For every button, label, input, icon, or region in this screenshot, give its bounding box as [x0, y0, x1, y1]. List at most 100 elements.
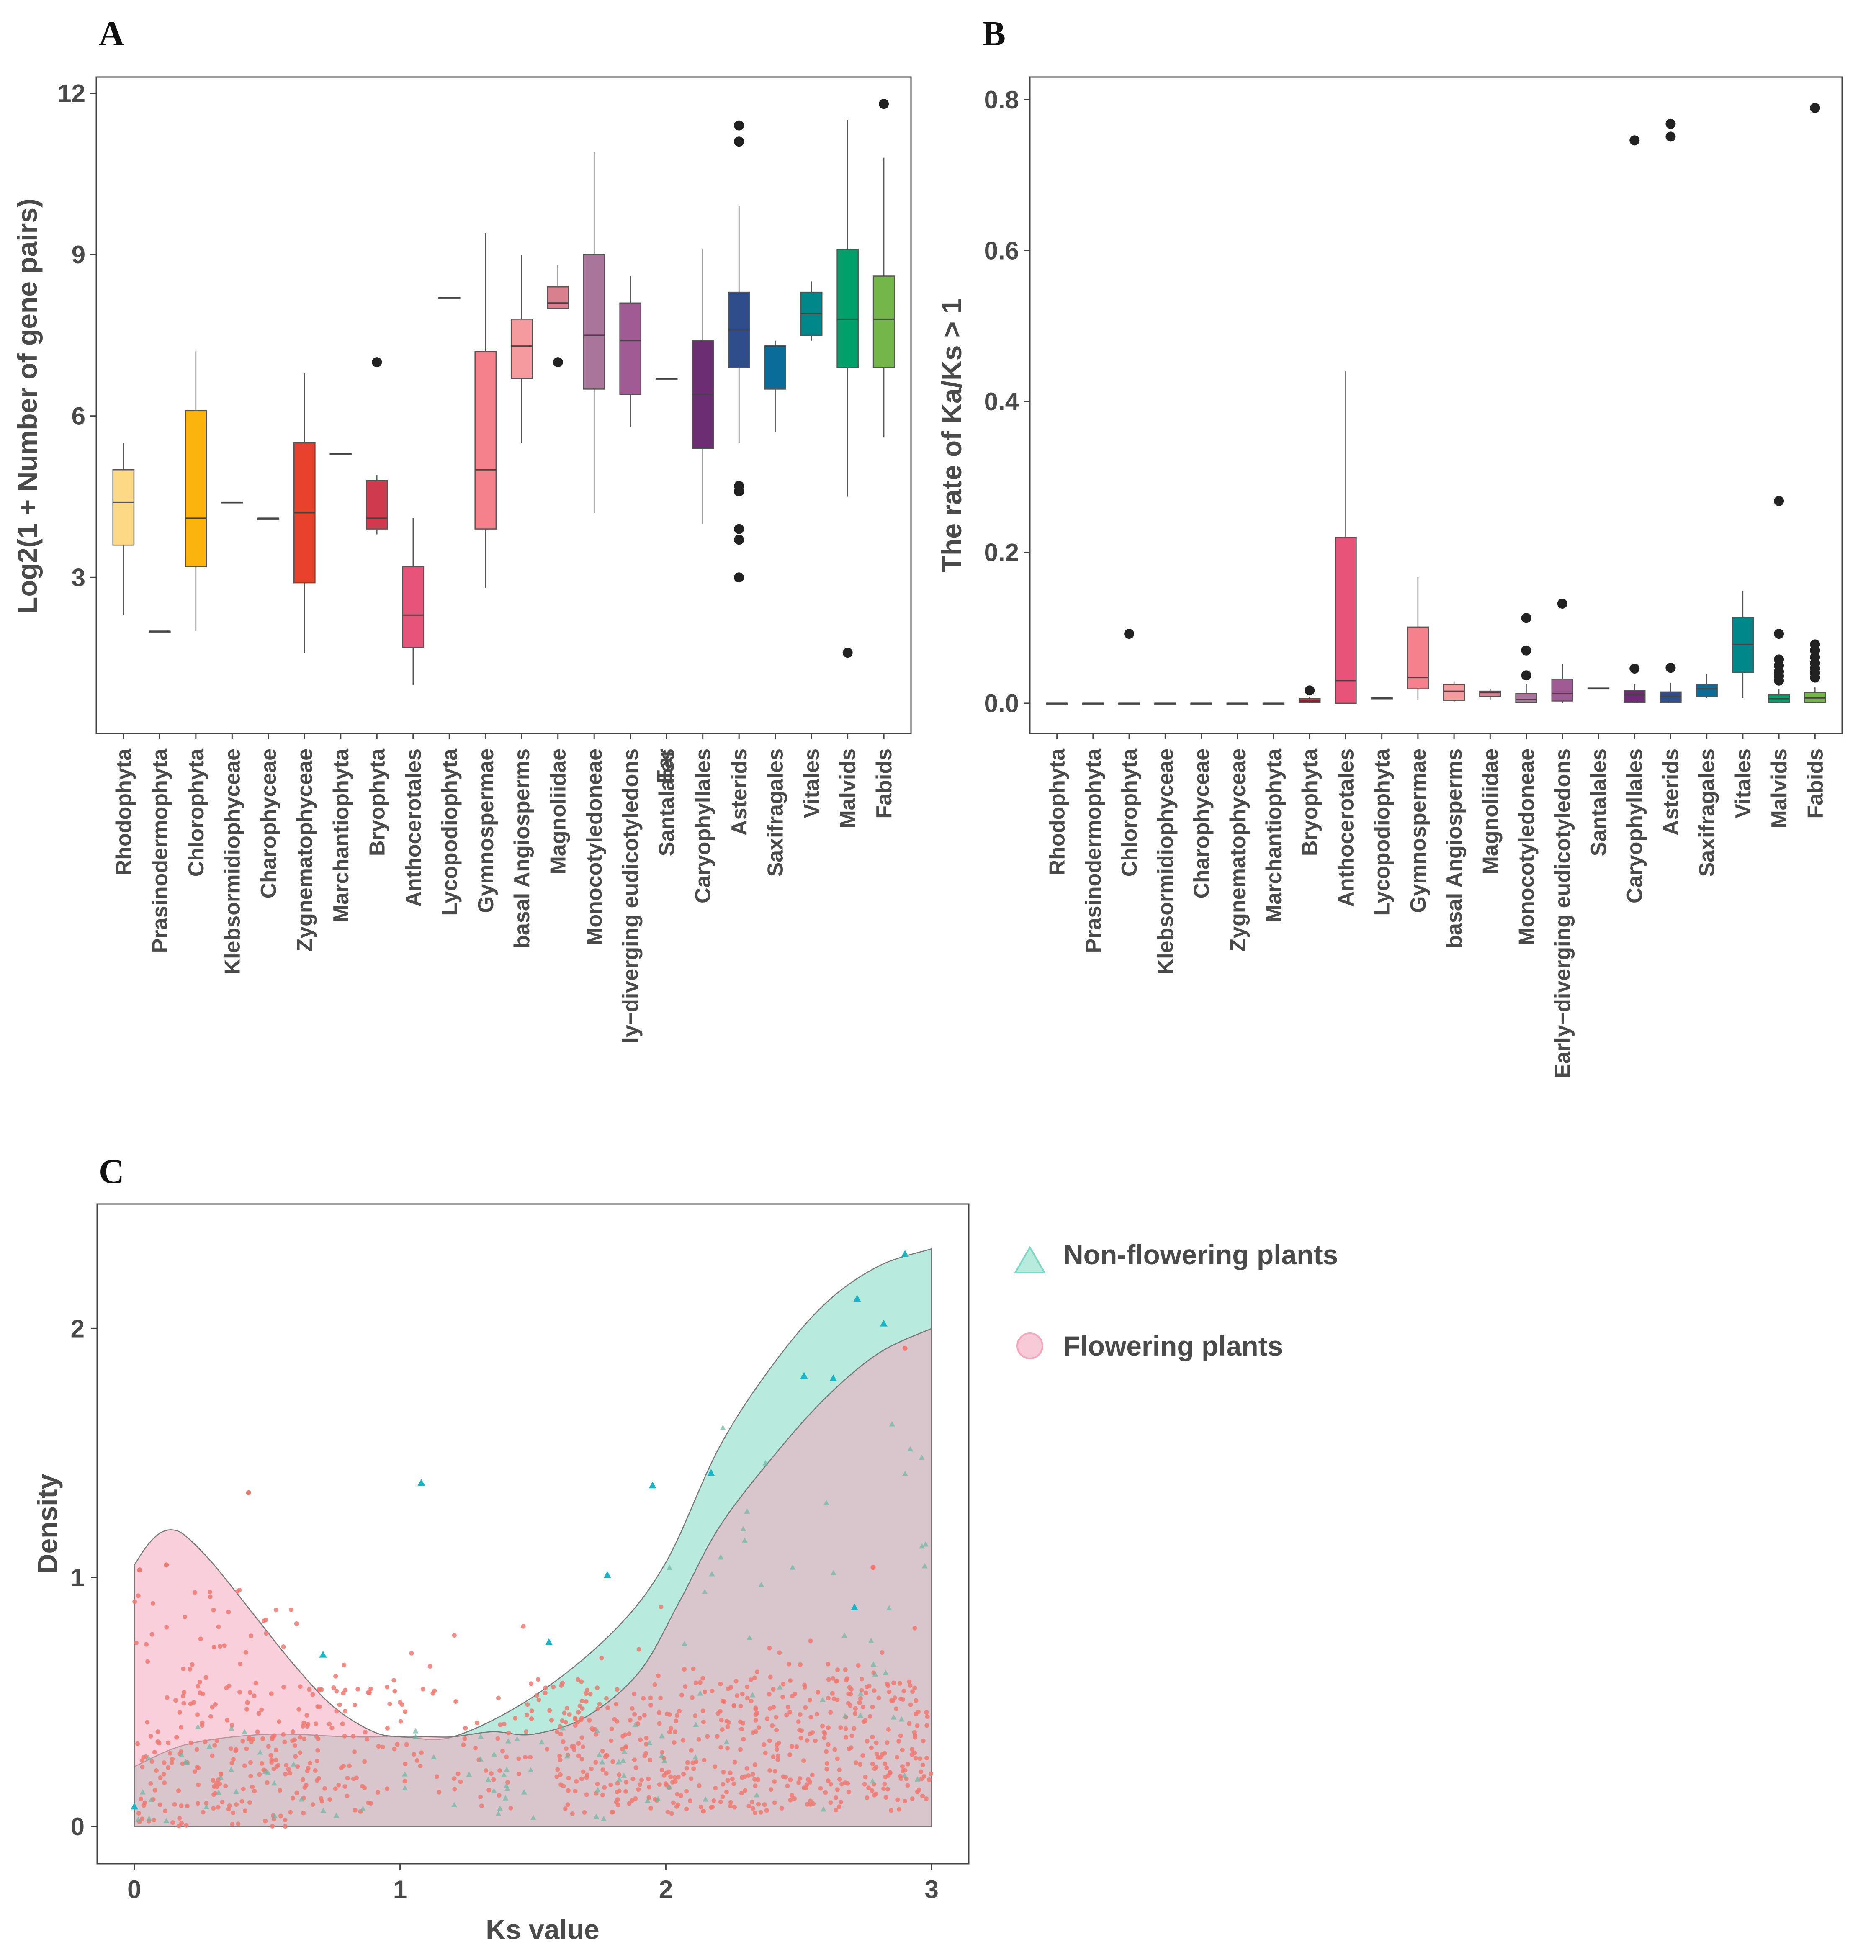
- flowering-point: [403, 1709, 408, 1714]
- flowering-point: [549, 1718, 554, 1723]
- panel-c-legend: Non-flowering plants Flowering plants: [1014, 1239, 1338, 1361]
- y-tick-label: 6: [72, 402, 85, 430]
- flowering-point: [576, 1741, 581, 1746]
- flowering-point: [780, 1695, 785, 1700]
- flowering-point: [195, 1712, 200, 1717]
- flowering-point: [561, 1739, 566, 1744]
- flowering-point: [179, 1803, 184, 1808]
- flowering-point: [732, 1759, 737, 1765]
- category-label: Marchantiophyta: [329, 748, 353, 923]
- flowering-point: [684, 1789, 689, 1794]
- non-flowering-point: [820, 1806, 826, 1812]
- flowering-point: [824, 1761, 829, 1766]
- flowering-point: [564, 1706, 569, 1711]
- flowering-point: [418, 1764, 423, 1769]
- flowering-point: [701, 1809, 706, 1814]
- y-tick-label: 0.0: [984, 689, 1019, 718]
- flowering-point: [775, 1753, 780, 1758]
- non-flowering-point: [271, 1813, 278, 1818]
- x-tick-label: 1: [393, 1875, 407, 1903]
- flowering-point: [891, 1680, 896, 1685]
- non-flowering-point: [898, 1716, 905, 1722]
- flowering-point: [353, 1808, 358, 1813]
- x-tick-label: 0: [127, 1875, 141, 1903]
- flowering-point: [197, 1680, 202, 1685]
- y-tick-label: 0: [71, 1813, 85, 1841]
- flowering-point: [908, 1702, 913, 1707]
- flowering-point: [569, 1744, 574, 1749]
- non-flowering-point: [681, 1641, 687, 1646]
- flowering-point: [463, 1726, 468, 1731]
- flowering-point: [744, 1766, 749, 1771]
- flowering-point: [808, 1715, 813, 1720]
- non-flowering-point: [497, 1805, 503, 1811]
- flowering-point: [763, 1751, 768, 1756]
- flowering-point: [366, 1800, 371, 1805]
- flowering-point: [660, 1750, 665, 1755]
- flowering-point: [703, 1690, 708, 1695]
- flowering-point: [733, 1679, 739, 1684]
- flowering-point: [609, 1738, 614, 1743]
- flowering-point: [865, 1795, 870, 1800]
- flowering-point: [755, 1669, 760, 1674]
- flowering-point: [362, 1759, 367, 1764]
- non-flowering-point: [741, 1537, 748, 1543]
- flowering-point: [567, 1712, 572, 1717]
- panel-b-boxplot: 0.0 0.2 0.4 0.6 0.8 Rhodophyta Prasinodermophy…: [936, 76, 1843, 1078]
- box-8: [402, 566, 425, 648]
- non-flowering-point: [621, 1772, 627, 1778]
- flowering-point: [798, 1776, 803, 1781]
- flowering-point: [796, 1719, 801, 1724]
- flowering-point: [818, 1786, 823, 1791]
- flowering-point: [774, 1715, 779, 1720]
- flowering-point: [752, 1675, 757, 1680]
- flowering-point: [398, 1719, 403, 1724]
- flowering-point: [134, 1640, 139, 1645]
- flowering-point: [473, 1746, 478, 1751]
- outlier-point: [1774, 496, 1784, 506]
- flowering-point: [632, 1757, 637, 1762]
- flowering-point: [691, 1666, 696, 1671]
- flowering-point: [521, 1624, 526, 1629]
- flowering-point: [740, 1692, 745, 1697]
- flowering-point: [594, 1791, 599, 1796]
- flowering-point: [610, 1759, 615, 1764]
- non-flowering-point: [218, 1774, 224, 1780]
- flowering-point: [211, 1792, 216, 1797]
- flowering-point: [400, 1702, 405, 1707]
- flowering-point: [721, 1782, 726, 1787]
- flowering-point: [774, 1728, 779, 1733]
- flowering-point: [630, 1706, 635, 1711]
- flowering-point: [196, 1782, 201, 1787]
- y-tick-label: 9: [72, 241, 85, 269]
- flowering-point: [758, 1810, 763, 1815]
- flowering-point: [238, 1661, 243, 1666]
- flowering-point: [750, 1730, 755, 1735]
- flowering-point: [753, 1707, 758, 1712]
- non-flowering-point: [921, 1563, 928, 1569]
- flowering-point: [844, 1678, 849, 1683]
- flowering-point: [263, 1819, 268, 1824]
- flowering-point: [900, 1747, 905, 1752]
- flowering-point: [149, 1759, 154, 1764]
- box-10: [1407, 626, 1429, 689]
- flowering-point: [770, 1723, 775, 1728]
- flowering-point: [648, 1757, 653, 1762]
- flowering-point: [257, 1772, 262, 1777]
- flowering-point: [787, 1752, 793, 1757]
- flowering-point: [912, 1626, 917, 1631]
- flowering-point: [327, 1721, 332, 1726]
- box-10: [474, 351, 497, 530]
- non-flowering-point: [616, 1776, 623, 1782]
- flowering-point: [632, 1712, 637, 1717]
- flowering-point: [327, 1797, 332, 1802]
- non-flowering-point: [648, 1482, 656, 1489]
- flowering-point: [826, 1677, 831, 1682]
- flowering-point: [248, 1760, 253, 1765]
- flowering-point: [173, 1698, 178, 1703]
- flowering-point: [455, 1771, 461, 1776]
- non-flowering-point: [707, 1469, 715, 1476]
- flowering-point: [721, 1770, 726, 1775]
- flowering-point: [898, 1733, 903, 1738]
- flowering-point: [140, 1816, 145, 1821]
